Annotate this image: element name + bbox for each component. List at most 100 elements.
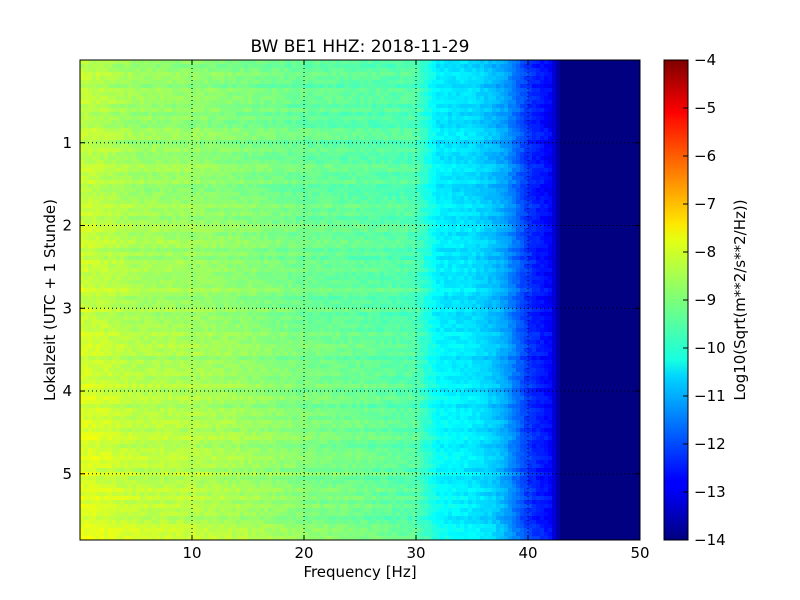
heatmap-cell xyxy=(428,152,433,157)
heatmap-cell xyxy=(364,104,369,109)
heatmap-cell xyxy=(272,184,277,189)
heatmap-cell xyxy=(408,172,413,177)
heatmap-cell xyxy=(208,76,213,81)
heatmap-cell xyxy=(320,164,325,169)
heatmap-cell xyxy=(256,108,261,113)
heatmap-cell xyxy=(220,84,225,89)
heatmap-cell xyxy=(156,116,161,121)
heatmap-cell xyxy=(308,104,313,109)
heatmap-cell xyxy=(204,164,209,169)
heatmap-cell xyxy=(324,144,329,149)
heatmap-cell xyxy=(396,168,401,173)
heatmap-cell xyxy=(260,200,265,205)
heatmap-cell xyxy=(268,128,273,133)
heatmap-cell xyxy=(164,76,169,81)
heatmap-cell xyxy=(92,104,97,109)
heatmap-cell xyxy=(256,100,261,105)
heatmap-cell xyxy=(288,156,293,161)
heatmap-cell xyxy=(212,160,217,165)
heatmap-cell xyxy=(608,104,613,109)
heatmap-cell xyxy=(448,116,453,121)
heatmap-cell xyxy=(308,116,313,121)
heatmap-cell xyxy=(572,88,577,93)
heatmap-cell xyxy=(440,144,445,149)
heatmap-cell xyxy=(496,132,501,137)
heatmap-cell xyxy=(316,152,321,157)
heatmap-cell xyxy=(456,196,461,201)
heatmap-cell xyxy=(424,72,429,77)
heatmap-cell xyxy=(348,104,353,109)
heatmap-cell xyxy=(152,196,157,201)
heatmap-cell xyxy=(512,96,517,101)
heatmap-cell xyxy=(268,60,273,65)
heatmap-cell xyxy=(272,188,277,193)
heatmap-cell xyxy=(464,164,469,169)
heatmap-cell xyxy=(612,192,617,197)
heatmap-cell xyxy=(596,172,601,177)
heatmap-cell xyxy=(532,72,537,77)
heatmap-cell xyxy=(264,72,269,77)
heatmap-cell xyxy=(552,116,557,121)
heatmap-cell xyxy=(328,144,333,149)
heatmap-cell xyxy=(344,100,349,105)
heatmap-cell xyxy=(396,160,401,165)
heatmap-cell xyxy=(612,68,617,73)
heatmap-cell xyxy=(556,164,561,169)
heatmap-cell xyxy=(272,180,277,185)
heatmap-cell xyxy=(432,60,437,65)
heatmap-cell xyxy=(576,156,581,161)
heatmap-cell xyxy=(340,140,345,145)
heatmap-cell xyxy=(148,60,153,65)
heatmap-cell xyxy=(252,96,257,101)
heatmap-cell xyxy=(228,180,233,185)
heatmap-cell xyxy=(548,156,553,161)
heatmap-cell xyxy=(496,100,501,105)
heatmap-cell xyxy=(160,184,165,189)
heatmap-cell xyxy=(144,164,149,169)
heatmap-cell xyxy=(384,140,389,145)
heatmap-cell xyxy=(160,88,165,93)
heatmap-cell xyxy=(624,124,629,129)
heatmap-cell xyxy=(396,196,401,201)
heatmap-cell xyxy=(440,108,445,113)
heatmap-cell xyxy=(480,176,485,181)
heatmap-cell xyxy=(220,192,225,197)
heatmap-cell xyxy=(152,168,157,173)
heatmap-cell xyxy=(572,156,577,161)
heatmap-cell xyxy=(476,72,481,77)
heatmap-cell xyxy=(160,128,165,133)
heatmap-cell xyxy=(88,180,93,185)
heatmap-cell xyxy=(592,100,597,105)
heatmap-cell xyxy=(472,128,477,133)
heatmap-cell xyxy=(548,76,553,81)
heatmap-cell xyxy=(596,68,601,73)
heatmap-cell xyxy=(404,76,409,81)
heatmap-cell xyxy=(564,76,569,81)
heatmap-cell xyxy=(80,164,85,169)
heatmap-cell xyxy=(180,148,185,153)
heatmap-cell xyxy=(196,80,201,85)
heatmap-cell xyxy=(80,128,85,133)
heatmap-cell xyxy=(616,112,621,117)
heatmap-cell xyxy=(364,168,369,173)
heatmap-cell xyxy=(300,112,305,117)
heatmap-cell xyxy=(324,124,329,129)
heatmap-cell xyxy=(228,168,233,173)
heatmap-cell xyxy=(572,112,577,117)
heatmap-cell xyxy=(432,136,437,141)
heatmap-cell xyxy=(244,172,249,177)
heatmap-cell xyxy=(412,120,417,125)
heatmap-cell xyxy=(224,152,229,157)
heatmap-cell xyxy=(84,80,89,85)
heatmap-cell xyxy=(100,180,105,185)
heatmap-cell xyxy=(168,120,173,125)
heatmap-cell xyxy=(516,160,521,165)
heatmap-cell xyxy=(92,60,97,65)
heatmap-cell xyxy=(256,164,261,169)
heatmap-cell xyxy=(608,68,613,73)
heatmap-cell xyxy=(428,136,433,141)
heatmap-cell xyxy=(112,96,117,101)
heatmap-cell xyxy=(260,84,265,89)
heatmap-cell xyxy=(240,136,245,141)
heatmap-cell xyxy=(136,172,141,177)
